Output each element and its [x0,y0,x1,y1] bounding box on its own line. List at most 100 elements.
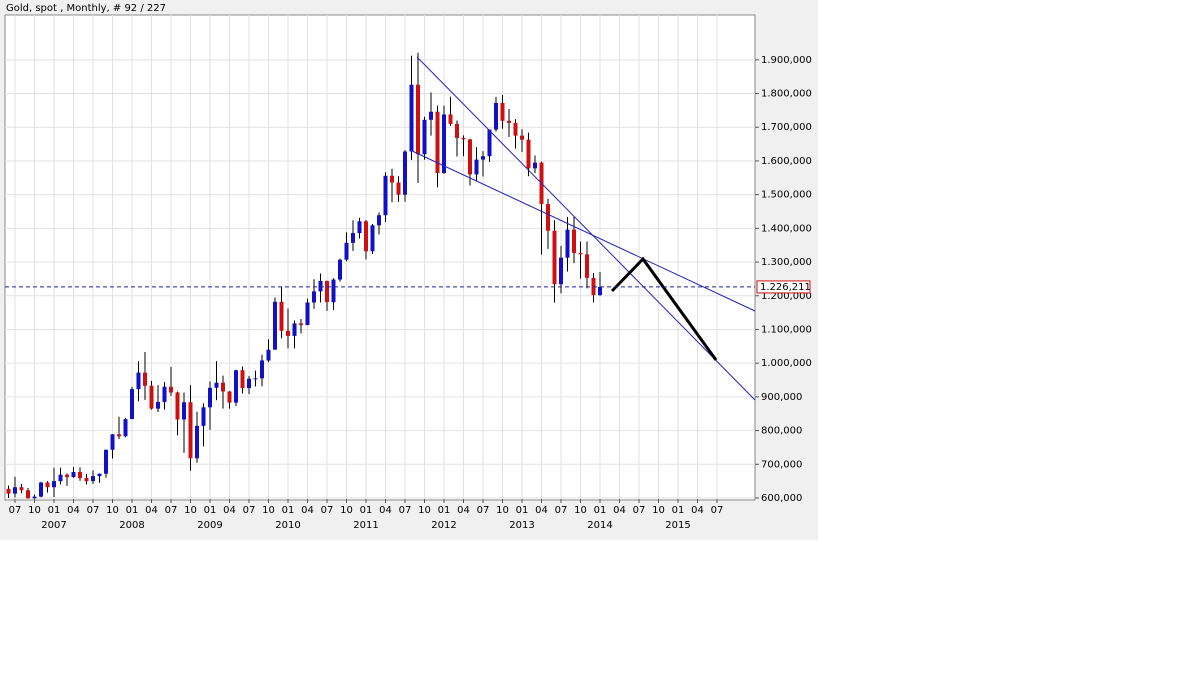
y-tick-label: 700,000 [761,459,802,470]
candle-body [214,382,219,388]
candle-body [338,259,342,280]
year-label: 2014 [587,520,612,531]
candle-body [39,482,43,497]
candle-body [468,139,472,175]
last-price-box [756,280,811,294]
candle-body [351,233,355,243]
x-tick-label: 10 [496,505,509,516]
candle-body [273,301,277,350]
x-tick-label: 04 [457,505,470,516]
candle-body [162,386,167,402]
year-label: 2011 [353,520,378,531]
candle-body [598,286,602,296]
x-tick-label: 10 [652,505,665,516]
y-tick-label: 800,000 [761,426,802,437]
x-tick-label: 01 [204,505,217,516]
x-tick-label: 10 [340,505,353,516]
candle-body [45,482,50,488]
candle-body [442,114,446,174]
candle-body [416,84,420,155]
candle-body [149,385,154,409]
projection-line [610,256,718,361]
candle-body [513,122,518,136]
candle-body [208,387,212,408]
candle-body [312,291,316,303]
candle-body [370,225,375,252]
candle-body [123,419,128,437]
candle-body [195,425,199,459]
candle-body [474,159,479,175]
y-tick-label: 1.500,000 [761,190,812,201]
y-tick-label: 1.800,000 [761,89,812,100]
candle-body [533,162,537,169]
candle-body [65,474,69,478]
x-tick-label: 01 [282,505,295,516]
candle-body [110,434,115,450]
trend-line [416,56,756,401]
candle-body [572,229,576,253]
candle-body [19,487,24,491]
candle-body [32,496,37,499]
candle-body [26,490,30,499]
x-tick-label: 07 [9,505,22,516]
candle-body [78,472,82,479]
candle-body [260,360,264,379]
candle-body [240,370,245,389]
y-tick-label: 1.000,000 [761,358,812,369]
last-price-label: 1.226,211 [760,282,811,293]
trend-line [409,149,756,312]
chart-title: Gold, spot , Monthly, # 92 / 227 [6,3,166,14]
candle-body [520,135,524,140]
candle-body [377,215,381,226]
year-label: 2013 [509,520,534,531]
x-tick-label: 04 [535,505,548,516]
x-tick-label: 07 [87,505,100,516]
candle-body [318,280,323,292]
x-tick-label: 10 [418,505,431,516]
candle-body [396,182,401,195]
x-tick-label: 04 [67,505,80,516]
candle-body [435,111,440,174]
candle-body [279,301,284,331]
candle-body [552,230,557,285]
year-label: 2010 [275,520,300,531]
candle-body [227,391,232,403]
x-tick-label: 07 [633,505,646,516]
candle-body [422,119,427,155]
candle-body [357,221,362,234]
candle-body [448,114,453,124]
x-tick-label: 10 [28,505,41,516]
x-tick-label: 07 [477,505,490,516]
year-label: 2007 [41,520,66,531]
y-tick-label: 1.200,000 [761,291,812,302]
candle-body [221,382,225,392]
candle-body [585,254,589,278]
candle-body [325,280,329,303]
candle-body [344,242,349,260]
candle-body [507,120,511,123]
candle-body [565,229,570,258]
candle-body [201,407,206,426]
y-tick-label: 600,000 [761,493,802,504]
candle-body [500,102,505,121]
x-tick-label: 07 [711,505,724,516]
x-tick-label: 01 [126,505,139,516]
x-tick-label: 01 [594,505,607,516]
candle-body [91,476,95,482]
candle-body [253,378,258,380]
candle-body [403,151,407,195]
x-tick-label: 10 [106,505,119,516]
x-tick-label: 07 [399,505,412,516]
y-tick-label: 1.100,000 [761,324,812,335]
candle-body [130,389,134,420]
candle-body [84,478,89,482]
y-tick-label: 1.900,000 [761,55,812,66]
candle-body [266,349,271,361]
candle-body [286,330,290,336]
candle-body [143,372,147,386]
candle-body [188,402,193,459]
candle-body [136,372,141,390]
candle-body [175,392,180,420]
